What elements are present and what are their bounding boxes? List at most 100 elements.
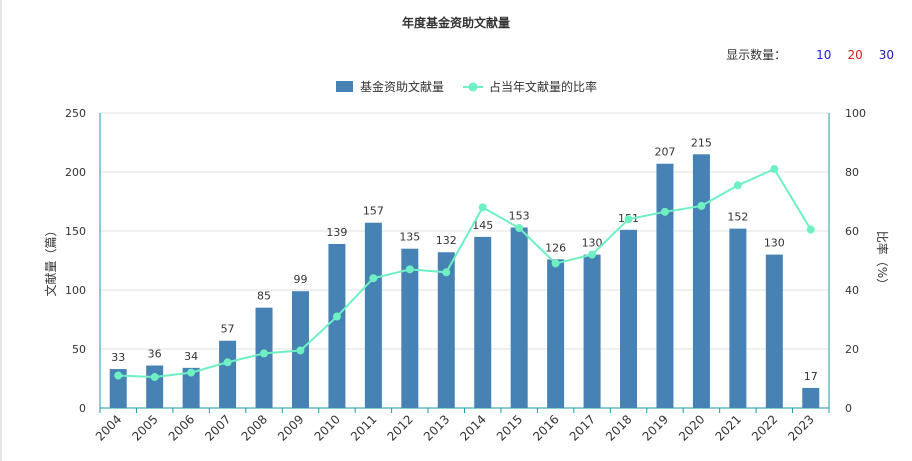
bar — [437, 252, 455, 408]
y2-tick-label: 80 — [845, 166, 859, 179]
bar-value-label: 33 — [111, 351, 125, 364]
bar — [620, 229, 638, 408]
ratio-point — [515, 224, 524, 233]
x-tick-label: 2005 — [129, 412, 160, 443]
y-tick-label: 50 — [72, 343, 86, 356]
ratio-line — [118, 167, 812, 379]
ratio-point — [114, 371, 123, 380]
ratio-point — [296, 346, 305, 355]
ratio-point — [150, 373, 159, 382]
bar-value-label: 152 — [727, 211, 748, 224]
x-tick-label: 2017 — [567, 412, 598, 443]
x-tick-label: 2020 — [676, 412, 707, 443]
bar-value-label: 130 — [764, 237, 785, 250]
bar — [364, 222, 382, 408]
bar-value-label: 132 — [436, 234, 457, 247]
ratio-point — [260, 349, 269, 358]
x-tick-label: 2015 — [494, 412, 525, 443]
bar-value-label: 215 — [691, 136, 712, 149]
y-tick-label: 100 — [65, 284, 86, 297]
display-count-selector: 显示数量： 10 20 30 — [726, 46, 894, 63]
legend-bar-label: 基金资助文献量 — [360, 79, 444, 94]
y2-axis-title: 比率（%） — [875, 231, 890, 290]
ratio-point — [332, 312, 341, 321]
bar — [109, 369, 127, 408]
chart-title: 年度基金资助文献量 — [401, 16, 510, 30]
ratio-point — [187, 368, 196, 377]
bar-value-label: 57 — [221, 323, 235, 336]
ratio-point — [405, 265, 414, 274]
display-count-label: 显示数量： — [726, 48, 787, 62]
ratio-point — [806, 225, 815, 234]
bar-value-label: 34 — [184, 350, 198, 363]
ratio-point — [223, 358, 232, 367]
x-tick-label: 2021 — [712, 412, 743, 443]
legend-bar-swatch — [336, 81, 353, 92]
bar-value-label: 139 — [326, 226, 347, 239]
bar — [474, 236, 492, 408]
x-tick-label: 2014 — [457, 412, 488, 443]
bar-value-label: 99 — [293, 273, 307, 286]
bar-value-label: 135 — [399, 231, 420, 244]
ratio-point — [624, 215, 633, 224]
bar-value-label: 207 — [654, 146, 675, 159]
bar-value-label: 153 — [509, 209, 530, 222]
y2-tick-label: 100 — [845, 107, 866, 120]
bar — [583, 254, 601, 408]
y-tick-label: 150 — [65, 225, 86, 238]
bar-value-label: 130 — [582, 237, 603, 250]
bar-value-label: 17 — [804, 370, 818, 383]
x-tick-label: 2009 — [275, 412, 306, 443]
x-tick-label: 2004 — [93, 412, 124, 443]
bar — [328, 243, 346, 408]
x-tick-label: 2012 — [384, 412, 415, 443]
x-tick-label: 2022 — [749, 412, 780, 443]
bar — [692, 154, 710, 408]
x-tick-label: 2010 — [312, 412, 343, 443]
ratio-point — [733, 181, 742, 190]
bar-value-label: 145 — [472, 219, 493, 232]
bar — [729, 228, 747, 408]
bar-value-label: 126 — [545, 241, 566, 254]
bar — [255, 307, 273, 408]
bar — [510, 227, 528, 408]
bar-value-label: 157 — [363, 205, 384, 218]
bar-value-label: 85 — [257, 290, 271, 303]
display-count-option-20[interactable]: 20 — [847, 47, 863, 62]
bar — [802, 387, 820, 408]
x-tick-label: 2006 — [166, 412, 197, 443]
y-tick-label: 0 — [79, 402, 86, 415]
legend-line-label: 占当年文献量的比率 — [489, 79, 597, 94]
ratio-point — [697, 201, 706, 210]
display-count-option-30[interactable]: 30 — [878, 47, 894, 62]
x-tick-label: 2008 — [239, 412, 270, 443]
x-tick-label: 2018 — [603, 412, 634, 443]
bar — [656, 163, 674, 408]
y2-tick-label: 40 — [845, 284, 859, 297]
x-tick-label: 2011 — [348, 412, 379, 443]
x-tick-label: 2016 — [530, 412, 561, 443]
ratio-point — [588, 250, 597, 259]
legend-line-marker — [468, 82, 478, 92]
ratio-point — [770, 165, 779, 174]
y2-tick-label: 0 — [845, 402, 852, 415]
x-tick-label: 2007 — [202, 412, 233, 443]
ratio-point — [442, 268, 451, 277]
bar — [547, 259, 565, 408]
x-tick-label: 2019 — [640, 412, 671, 443]
bar — [219, 340, 237, 408]
x-tick-label: 2013 — [421, 412, 452, 443]
bar — [765, 254, 783, 408]
x-tick-label: 2023 — [785, 412, 816, 443]
display-count-option-10[interactable]: 10 — [816, 47, 832, 62]
y-tick-label: 250 — [65, 107, 86, 120]
frame-border — [0, 0, 2, 461]
ratio-point — [369, 274, 378, 283]
ratio-point — [551, 259, 560, 268]
bar — [401, 248, 419, 408]
bar — [146, 365, 164, 408]
ratio-point — [478, 203, 487, 212]
y2-tick-label: 20 — [845, 343, 859, 356]
ratio-point — [660, 207, 669, 216]
